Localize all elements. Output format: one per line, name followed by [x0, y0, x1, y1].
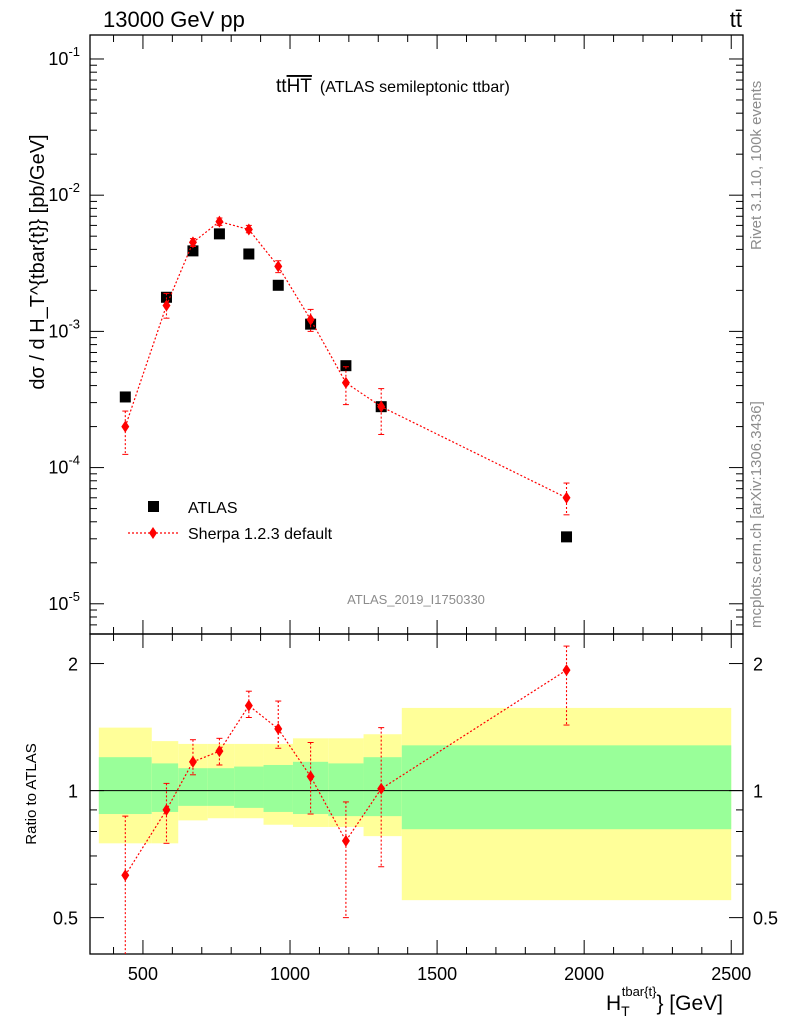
sherpa-point: [162, 299, 171, 312]
atlas-point: [561, 531, 573, 543]
atlas-point: [272, 279, 284, 291]
ratio-sherpa-line: [124, 669, 567, 876]
ratio-y-tick-label-right: 2: [753, 655, 763, 675]
chart-title-sub: (ATLAS semileptonic ttbar): [320, 79, 510, 96]
green-band-segment: [328, 763, 364, 817]
x-axis-label: HTtbar{t}} [GeV]: [606, 984, 723, 1019]
y-tick-label: 10-1: [48, 44, 80, 69]
ratio-axes: 500 1000 1500 2000 2500 0.5 0.5 1 1 2 2: [53, 634, 778, 984]
chart-title-main: tt: [276, 76, 287, 97]
sherpa-point: [306, 313, 315, 326]
atlas-point: [213, 228, 225, 240]
ratio-y-tick-label-right: 0.5: [753, 909, 778, 929]
legend-atlas-marker: [148, 501, 159, 512]
green-band-segment: [234, 766, 264, 808]
ratio-sherpa-point: [274, 722, 283, 735]
x-tick-label: 2500: [711, 964, 751, 984]
ratio-y-tick-label: 0.5: [53, 909, 78, 929]
mcplots-label: mcplots.cern.ch [arXiv:1306.3436]: [748, 401, 765, 628]
x-tick-label: 1000: [270, 964, 310, 984]
sherpa-point: [121, 420, 130, 433]
ratio-series: [121, 645, 571, 954]
energy-label: 13000 GeV pp: [103, 7, 245, 32]
sherpa-point: [562, 491, 571, 504]
chart-title: ttHT (ATLAS semileptonic ttbar): [276, 76, 510, 97]
ratio-sherpa-point: [121, 869, 130, 882]
rivet-label: Rivet 3.1.10, 100k events: [748, 81, 765, 250]
green-band-segment: [178, 768, 208, 806]
ratio-y-tick-label: 2: [68, 655, 78, 675]
y-tick-label: 10-5: [48, 589, 80, 614]
ratio-uncertainty-bands: [98, 707, 732, 901]
legend: ATLAS Sherpa 1.2.3 default: [128, 500, 333, 543]
sherpa-point: [274, 260, 283, 273]
x-axis-label-sub: T: [621, 1003, 630, 1019]
ratio-sherpa-point: [562, 664, 571, 677]
x-axis-label-tail: } [GeV]: [656, 992, 723, 1015]
main-panel-frame: [89, 34, 744, 635]
atlas-point: [187, 245, 199, 257]
process-label: tt̄: [730, 7, 742, 32]
green-band-segment: [401, 745, 732, 830]
y-tick-label: 10-3: [48, 316, 80, 341]
green-band-segment: [98, 757, 152, 815]
atlas-point: [119, 391, 131, 403]
ratio-y-tick-label-right: 1: [753, 782, 763, 802]
atlas-point: [340, 360, 352, 372]
x-tick-label: 2000: [564, 964, 604, 984]
legend-atlas-label: ATLAS: [188, 500, 238, 517]
sherpa-point: [377, 400, 386, 413]
green-band-segment: [207, 768, 235, 806]
ratio-sherpa-point: [306, 770, 315, 783]
legend-sherpa-label: Sherpa 1.2.3 default: [188, 526, 333, 543]
ratio-sherpa-point: [162, 803, 171, 816]
ratio-y-tick-label: 1: [68, 782, 78, 802]
green-band-segment: [151, 763, 179, 812]
y-tick-label: 10-4: [48, 453, 80, 478]
x-tick-label: 500: [128, 964, 158, 984]
legend-sherpa-marker: [149, 527, 157, 539]
x-axis-label-main: H: [606, 992, 621, 1015]
analysis-id: ATLAS_2019_I1750330: [347, 592, 485, 607]
atlas-point: [243, 248, 255, 260]
green-band-segment: [263, 764, 293, 812]
ratio-y-axis-label: Ratio to ATLAS: [23, 743, 40, 844]
ratio-sherpa-point: [341, 834, 350, 847]
x-tick-label: 1500: [417, 964, 457, 984]
atlas-point: [160, 291, 172, 303]
sherpa-point: [215, 215, 224, 228]
x-axis-label-sup: tbar{t}: [622, 984, 657, 999]
y-tick-label: 10-2: [48, 180, 80, 205]
sherpa-line: [124, 220, 567, 499]
main-y-axis-label: dσ / d H_T^{tbar{t}} [pb/GeV]: [27, 134, 49, 389]
chart-title-overline: HT: [287, 76, 313, 97]
main-axes: 10-5 10-4 10-3 10-2 10-1: [48, 35, 743, 635]
sherpa-point: [244, 223, 253, 236]
ratio-sherpa-point: [377, 782, 386, 795]
ratio-sherpa-point: [244, 699, 253, 712]
ratio-sherpa-point: [215, 745, 224, 758]
sherpa-point: [188, 236, 197, 249]
main-series: [119, 215, 573, 543]
ratio-panel-frame: [89, 633, 744, 955]
ratio-sherpa-point: [188, 755, 197, 768]
sherpa-point: [341, 376, 350, 389]
